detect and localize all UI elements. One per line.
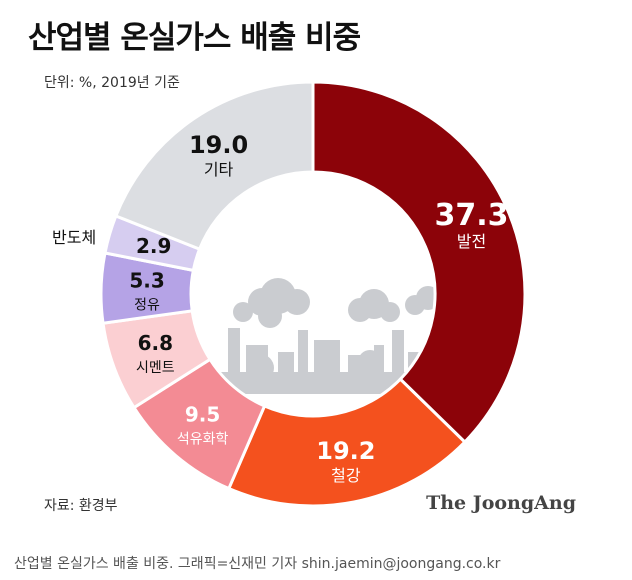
slice-value-5: 2.9 [136,234,171,258]
slice-1 [226,377,467,508]
brand-logo: The JoongAng [426,492,576,514]
image-caption: 산업별 온실가스 배출 비중. 그래픽=신재민 기자 shin.jaemin@j… [14,556,501,572]
slice-label-1: 철강 [331,466,361,485]
slice-6 [113,80,315,252]
source-note: 자료: 환경부 [44,498,118,514]
outer-label-semiconductor: 반도체 [52,228,96,247]
slice-value-4: 5.3 [129,268,164,292]
slice-label-3: 시멘트 [136,360,175,376]
chart-card: 산업별 온실가스 배출 비중 단위: %, 2019년 기준 [28,20,576,514]
chart-title: 산업별 온실가스 배출 비중 [28,20,361,56]
slice-value-0: 37.3 [434,198,508,233]
slice-value-3: 6.8 [138,331,173,355]
slice-0 [311,80,527,445]
slice-label-4: 정유 [134,297,160,313]
slice-value-1: 19.2 [316,437,375,465]
donut-chart: 37.3발전19.2철강9.5석유화학6.8시멘트5.3정유2.919.0기타 … [52,80,527,508]
slice-value-2: 9.5 [185,402,220,426]
svg-text:반도체: 반도체 [52,228,96,247]
unit-note: 단위: %, 2019년 기준 [44,75,180,91]
slice-label-6: 기타 [204,160,234,179]
slice-label-2: 석유화학 [177,431,229,447]
slice-value-6: 19.0 [189,131,248,159]
slice-label-0: 발전 [457,232,486,251]
